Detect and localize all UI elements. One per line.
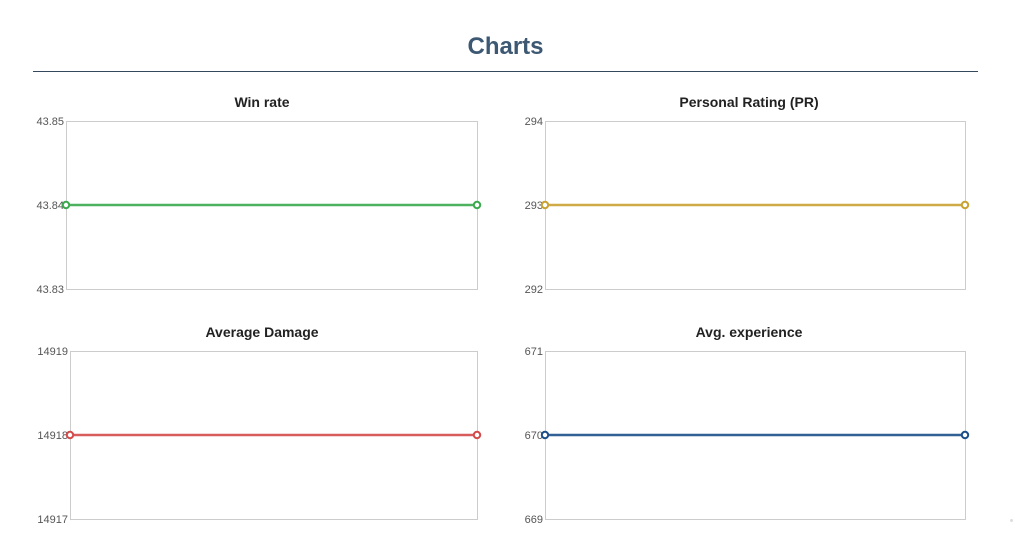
win-rate-chart-title: Win rate bbox=[234, 94, 289, 110]
win-rate-data-point bbox=[61, 200, 71, 210]
avg-experience-y-tick-label: 669 bbox=[525, 514, 543, 526]
avg-experience-chart-title: Avg. experience bbox=[696, 324, 803, 340]
average-damage-data-point bbox=[65, 430, 75, 440]
win-rate-y-tick-label: 43.85 bbox=[36, 116, 64, 128]
avg-experience-data-point bbox=[960, 430, 970, 440]
average-damage-chart-title: Average Damage bbox=[205, 324, 318, 340]
avg-experience-y-tick-label: 671 bbox=[525, 346, 543, 358]
personal-rating-pr-data-point bbox=[540, 200, 550, 210]
average-damage-y-tick-label: 14917 bbox=[37, 514, 68, 526]
win-rate-data-point bbox=[472, 200, 482, 210]
average-damage-y-tick-label: 14919 bbox=[37, 346, 68, 358]
resize-handle-icon bbox=[1010, 519, 1013, 522]
avg-experience-y-tick-label: 670 bbox=[525, 430, 543, 442]
win-rate-y-tick-label: 43.83 bbox=[36, 284, 64, 296]
personal-rating-pr-y-tick-label: 294 bbox=[525, 116, 543, 128]
page-header: Charts bbox=[33, 0, 978, 72]
personal-rating-pr-data-point bbox=[960, 200, 970, 210]
avg-experience-data-point bbox=[540, 430, 550, 440]
personal-rating-pr-y-tick-label: 292 bbox=[525, 284, 543, 296]
average-damage-data-point bbox=[472, 430, 482, 440]
win-rate-y-tick-label: 43.84 bbox=[36, 200, 64, 212]
personal-rating-pr-y-tick-label: 293 bbox=[525, 200, 543, 212]
personal-rating-pr-chart-title: Personal Rating (PR) bbox=[679, 94, 818, 110]
average-damage-y-tick-label: 14918 bbox=[37, 430, 68, 442]
page-title: Charts bbox=[467, 33, 544, 60]
